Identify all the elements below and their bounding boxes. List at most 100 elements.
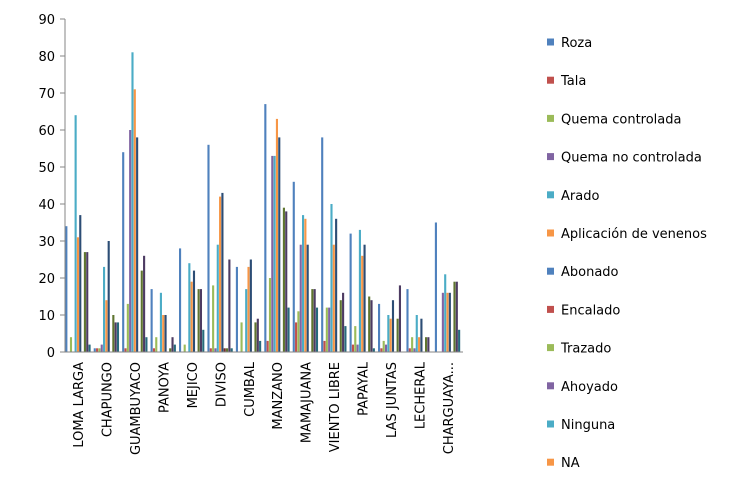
bar: [378, 303, 381, 352]
bar: [188, 263, 191, 352]
x-tick-label: PANOYA: [158, 362, 173, 413]
bar: [183, 344, 186, 352]
bar: [112, 315, 115, 352]
legend-swatch: [547, 229, 554, 237]
legend-swatch: [547, 76, 554, 84]
bar: [444, 274, 447, 352]
bar: [287, 307, 290, 352]
bar: [455, 281, 458, 352]
bar: [335, 218, 338, 352]
bar: [382, 340, 385, 352]
x-tick-label: MEJICO: [186, 362, 201, 408]
x-tick-label: CHARGUAYA...: [442, 362, 457, 454]
bar: [173, 344, 176, 352]
bar: [356, 344, 359, 352]
bar: [202, 329, 205, 352]
bar: [408, 348, 411, 352]
bar: [384, 344, 388, 352]
bar: [136, 137, 139, 352]
bar: [159, 292, 162, 352]
bar: [387, 315, 390, 352]
bar: [420, 318, 423, 352]
bar: [389, 318, 392, 352]
bar: [76, 237, 80, 352]
bar: [398, 285, 402, 352]
y-tick-label: 0: [47, 346, 55, 361]
legend-label: Aplicación de venenos: [561, 227, 707, 242]
x-axis-labels: LOMA LARGA CHAPUNGO GUAMBUYACO PANOYA MEJICO…: [72, 361, 457, 455]
bar: [285, 211, 288, 352]
bar: [427, 337, 430, 352]
bar: [278, 137, 281, 352]
legend-label: Arado: [561, 189, 599, 204]
bar: [391, 300, 395, 352]
legend-label: Encalado: [561, 303, 620, 318]
bar: [330, 204, 333, 352]
bar: [86, 252, 89, 352]
bar: [240, 322, 243, 352]
bar: [247, 266, 250, 352]
bar: [103, 266, 106, 352]
bar: [321, 137, 324, 352]
legend-swatch: [547, 191, 554, 199]
legend: Roza Tala Quema controlada Quema no control…: [547, 36, 707, 471]
bar: [199, 289, 203, 352]
bar: [107, 241, 110, 352]
bar: [249, 259, 252, 352]
legend-swatch: [547, 458, 554, 466]
y-tick-label: 70: [38, 87, 55, 102]
bar: [223, 348, 226, 352]
bar: [169, 348, 172, 352]
bars: [65, 52, 461, 353]
bar: [313, 289, 316, 352]
bar: [325, 307, 328, 352]
legend-swatch: [547, 114, 554, 122]
bar: [396, 318, 399, 352]
legend-swatch: [547, 420, 554, 428]
bar: [256, 318, 259, 352]
legend-swatch: [547, 267, 554, 275]
bar: [254, 322, 257, 352]
bar: [245, 289, 248, 352]
y-tick-label: 30: [38, 235, 55, 250]
y-tick-label: 40: [38, 198, 55, 213]
bar: [226, 348, 229, 352]
bar: [344, 326, 347, 352]
bar: [219, 196, 222, 352]
bar: [266, 340, 269, 352]
bar: [339, 300, 342, 352]
bar: [164, 315, 167, 352]
bar: [275, 118, 279, 353]
x-tick-label: PAPAYAL: [357, 361, 372, 416]
y-tick-label: 50: [38, 161, 55, 176]
x-tick-label: LAS JUNTAS: [385, 362, 400, 438]
bar: [458, 329, 461, 352]
bar: [304, 218, 307, 352]
bar: [69, 337, 73, 352]
bar: [380, 348, 383, 352]
bar: [425, 337, 428, 352]
bar: [354, 326, 357, 352]
bar: [190, 281, 193, 352]
bar: [83, 252, 86, 352]
bar: [122, 152, 125, 352]
bar: [292, 181, 295, 352]
bar: [93, 348, 96, 352]
x-tick-label: CHAPUNGO: [101, 362, 116, 437]
bar: [152, 348, 156, 352]
bar: [212, 285, 215, 352]
legend-swatch: [547, 344, 554, 352]
bar: [228, 259, 231, 352]
legend-swatch: [547, 382, 554, 390]
bar: [171, 337, 174, 352]
bar: [268, 278, 272, 352]
y-tick-label: 60: [38, 124, 55, 139]
bar: [306, 244, 309, 352]
bar: [441, 292, 444, 352]
bar: [98, 348, 101, 352]
x-tick-label: MAMAJUANA: [300, 362, 315, 443]
legend-label: Trazado: [560, 342, 611, 357]
legend-swatch: [547, 38, 554, 46]
bar: [434, 222, 437, 352]
